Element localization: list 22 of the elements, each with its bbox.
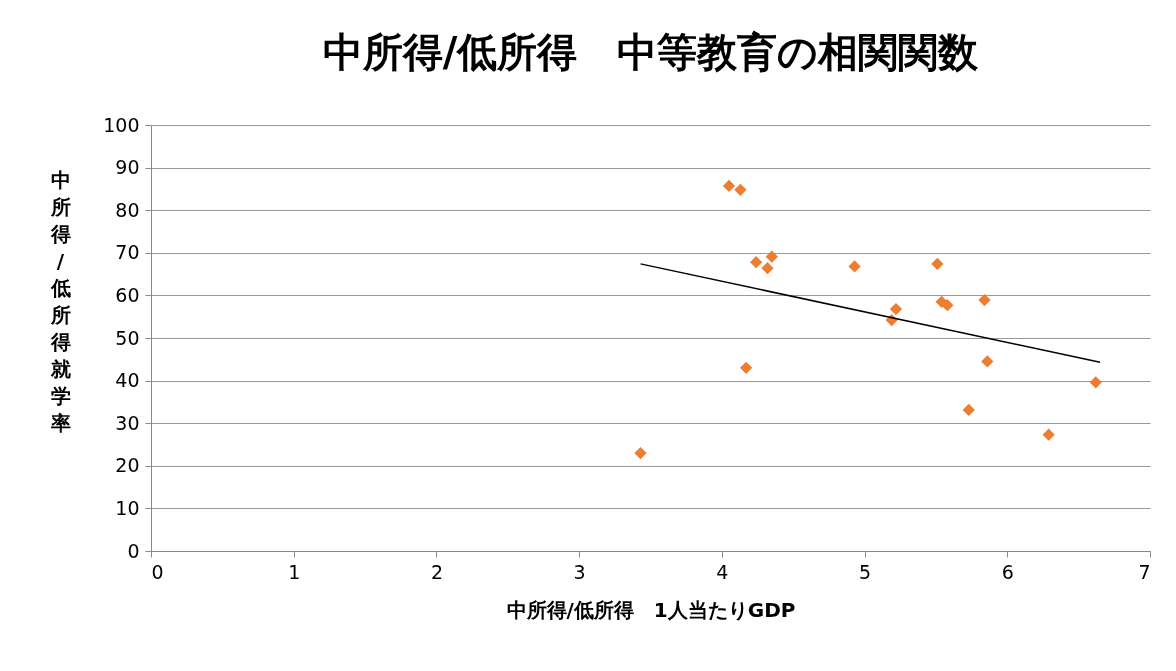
text: 中所得/低所得就学率	[50, 167, 71, 435]
y-tick-label: 80	[115, 198, 140, 221]
y-tick-label: 100	[103, 113, 140, 136]
x-axis-title: 中所得/低所得 1人当たりGDP	[506, 597, 796, 622]
x-tick-label: 6	[1001, 560, 1014, 583]
x-tick-label: 4	[716, 560, 729, 583]
y-tick-label: 90	[115, 156, 140, 179]
x-tick-label: 7	[1138, 560, 1151, 583]
y-tick-label: 30	[115, 411, 140, 434]
y-tick-label: 60	[115, 283, 140, 306]
x-tick-label: 1	[288, 560, 301, 583]
y-tick-label: 50	[115, 326, 140, 349]
chart-title: 中所得/低所得 中等教育の相関関数	[322, 29, 980, 75]
x-tick-label: 2	[430, 560, 443, 583]
x-tick-label: 5	[859, 560, 872, 583]
y-tick-label: 0	[127, 539, 140, 562]
y-tick-label: 20	[115, 454, 140, 477]
x-tick-label: 0	[151, 560, 164, 583]
x-tick-label: 3	[573, 560, 586, 583]
y-tick-label: 40	[115, 369, 140, 392]
y-tick-label: 70	[115, 241, 140, 264]
y-tick-label: 10	[115, 496, 140, 519]
